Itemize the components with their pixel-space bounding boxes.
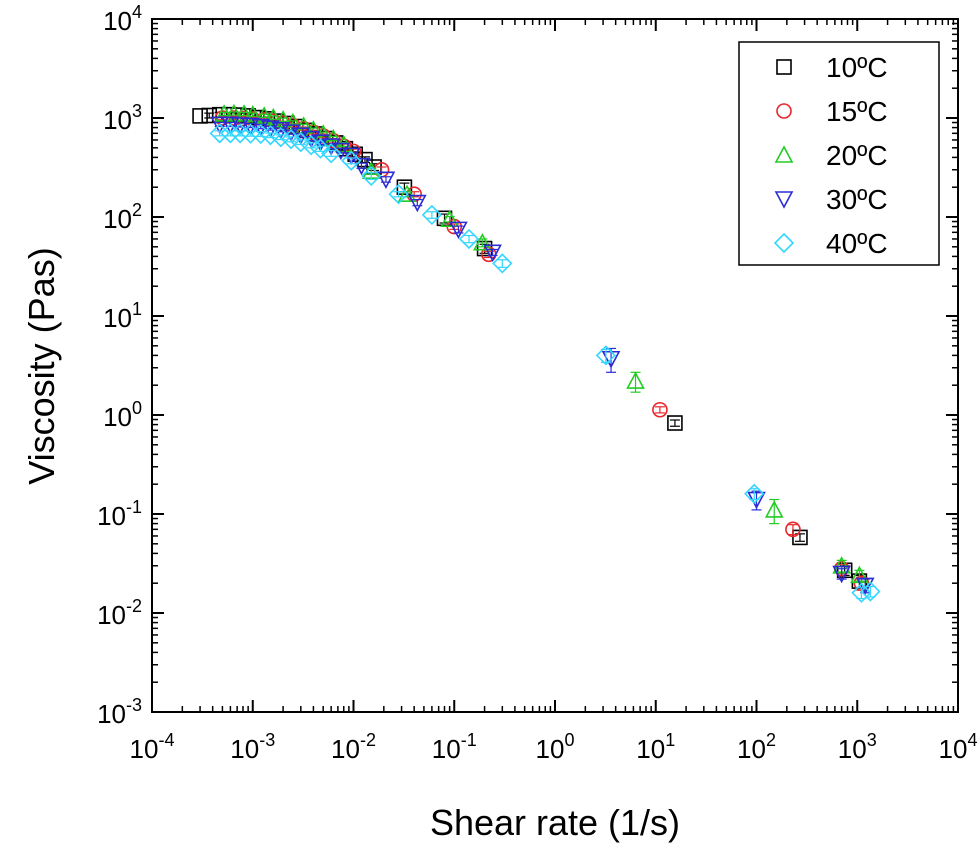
y-tick-label: 103 (103, 101, 142, 135)
data-point (230, 123, 251, 144)
legend-label: 30ºC (826, 184, 888, 215)
y-tick-label: 10-1 (97, 497, 142, 531)
legend-label: 15ºC (826, 96, 888, 127)
data-point (449, 221, 468, 240)
data-point (210, 116, 230, 135)
x-tick-label: 101 (636, 730, 675, 764)
data-point (221, 116, 240, 135)
data-point (851, 582, 872, 603)
y-tick-label: 102 (103, 200, 142, 234)
x-axis-title: Shear rate (1/s) (430, 802, 680, 843)
x-tick-label: 103 (838, 730, 877, 764)
data-point (352, 157, 371, 176)
y-tick-label: 101 (103, 299, 142, 333)
data-point (860, 581, 881, 602)
x-tick-label: 102 (737, 730, 776, 764)
x-tick-label: 10-2 (331, 730, 376, 764)
data-point (832, 565, 851, 584)
data-point (744, 483, 765, 504)
legend-marker (773, 232, 795, 254)
legend-label: 20ºC (826, 140, 888, 171)
data-point (313, 124, 333, 142)
data-point (241, 117, 260, 136)
data-point (220, 123, 241, 144)
x-tick-label: 10-4 (130, 730, 175, 764)
data-point (192, 108, 208, 124)
data-point (230, 117, 250, 135)
y-axis-title: Viscosity (Pas) (21, 247, 62, 484)
data-point (595, 345, 617, 366)
data-point (243, 104, 263, 123)
data-point (341, 150, 362, 171)
data-point (397, 184, 417, 202)
x-tick-label: 10-1 (432, 730, 477, 764)
data-point (361, 165, 382, 187)
data-point (290, 132, 311, 153)
legend-label: 40ºC (826, 228, 888, 259)
data-point (261, 120, 280, 138)
x-tick-label: 100 (536, 730, 575, 764)
data-point (240, 123, 261, 144)
data-point (251, 118, 271, 137)
data-point (855, 577, 875, 596)
data-point (483, 244, 502, 262)
legend-label: 10ºC (826, 52, 888, 83)
data-point (388, 184, 409, 205)
x-tick-label: 10-3 (230, 730, 275, 764)
legend-marker (776, 59, 792, 75)
legend-marker (774, 145, 794, 163)
legend-marker (776, 103, 792, 119)
y-tick-label: 104 (103, 2, 142, 36)
data-point (667, 415, 683, 431)
y-tick-label: 10-2 (97, 596, 142, 630)
legend: 10ºC 15ºC 20ºC 30ºC 40ºC (738, 41, 940, 266)
data-point (492, 253, 513, 274)
data-point (473, 233, 492, 251)
data-point (764, 500, 784, 518)
data-point (407, 194, 427, 213)
data-point (376, 171, 396, 190)
legend-marker (774, 191, 794, 209)
series-diamond (209, 123, 881, 603)
data-point (271, 121, 291, 140)
legend-box (738, 41, 940, 266)
data-point (626, 371, 645, 389)
x-tick-label: 104 (939, 730, 978, 764)
data-point (310, 138, 331, 159)
data-point (321, 143, 342, 164)
data-point (440, 209, 459, 228)
y-tick-label: 100 (103, 398, 142, 432)
data-point (458, 228, 480, 250)
data-point (421, 204, 443, 226)
data-point (652, 401, 668, 418)
data-point (209, 123, 230, 144)
data-point (785, 521, 801, 538)
y-tick-label: 10-3 (97, 695, 142, 729)
